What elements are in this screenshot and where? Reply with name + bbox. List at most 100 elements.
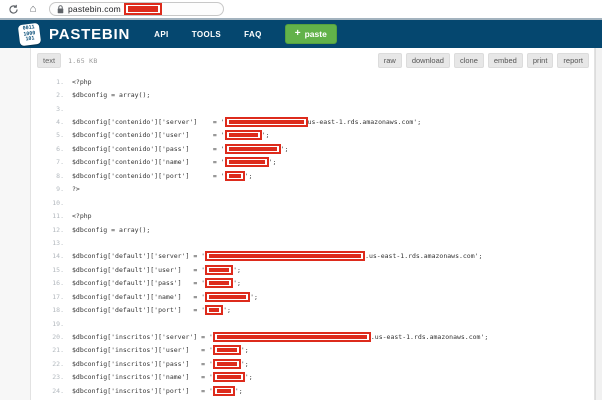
code-fragment: $dbconfig = array(); (72, 91, 151, 100)
code-fragment: '; (280, 144, 289, 153)
redaction-box (205, 291, 251, 302)
code-fragment: $dbconfig['inscritos']['server'] = ' (72, 333, 213, 342)
code-line: 24. $dbconfig['inscritos']['port'] = ' '; (31, 384, 594, 397)
redaction-box (224, 157, 269, 168)
code-line: 18. $dbconfig['default']['port'] = ' '; (31, 303, 594, 316)
code-line: 6. $dbconfig['contenido']['pass'] = ' '; (31, 142, 594, 155)
redaction-box (224, 130, 262, 141)
nav-item-api[interactable]: API (154, 29, 169, 39)
line-number: 4. (56, 118, 64, 127)
redaction-box (205, 305, 224, 316)
line-number: 20. (52, 333, 64, 342)
redaction-box (205, 251, 366, 262)
code-text: $dbconfig['contenido']['port'] = ' '; (72, 170, 253, 181)
code-line: 20. $dbconfig['inscritos']['server'] = '.… (31, 330, 594, 343)
redaction-box (212, 385, 235, 396)
line-number: 23. (52, 373, 64, 382)
code-fragment: '; (240, 346, 249, 355)
pastebin-logo-icon[interactable]: 0011 1000 101 (17, 22, 42, 46)
nav-item-faq[interactable]: FAQ (244, 29, 262, 39)
code-fragment: $dbconfig['inscritos']['pass'] = ' (72, 359, 213, 368)
logo-row: 101 (25, 35, 35, 43)
line-number: 21. (52, 346, 64, 355)
raw-button[interactable]: raw (377, 53, 402, 68)
paste-button-label: paste (304, 29, 327, 39)
redaction-box (212, 358, 241, 369)
scrollbar[interactable] (595, 48, 602, 400)
redaction-box (224, 117, 308, 128)
nav-item-tools[interactable]: TOOLS (191, 29, 222, 39)
code-fragment: '; (244, 373, 253, 382)
code-line: 21. $dbconfig['inscritos']['user'] = ' '; (31, 344, 594, 357)
code-text: $dbconfig['contenido']['name'] = ' '; (72, 157, 276, 168)
browser-address-bar: ⌂ pastebin.com (0, 0, 602, 18)
clone-button[interactable]: clone (453, 53, 484, 68)
new-paste-button[interactable]: + paste (284, 24, 337, 44)
code-text: $dbconfig['default']['pass'] = ' '; (72, 278, 241, 289)
code-fragment: '; (250, 292, 258, 301)
code-line: 22. $dbconfig['inscritos']['pass'] = ' '; (31, 357, 594, 370)
code-fragment: '; (240, 359, 249, 368)
line-number: 24. (52, 386, 64, 395)
reload-icon[interactable] (7, 3, 19, 15)
code-fragment: $dbconfig['inscritos']['port'] = ' (72, 386, 213, 395)
code-fragment: '; (261, 131, 270, 140)
line-number: 7. (56, 158, 64, 167)
redaction-box (224, 170, 245, 181)
code-fragment: '; (244, 171, 253, 180)
report-button[interactable]: report (557, 53, 589, 68)
code-fragment: $dbconfig['default']['user'] = ' (72, 265, 206, 274)
code-fragment: '; (233, 279, 241, 288)
paste-panel: text 1.65 KB raw download clone embed pr… (30, 48, 595, 400)
code-line: 19. (31, 317, 594, 330)
code-text: ?> (72, 185, 80, 193)
line-number: 15. (52, 265, 64, 274)
code-line: 23. $dbconfig['inscritos']['name'] = ' '; (31, 371, 594, 384)
brand-title[interactable]: PASTEBIN (49, 25, 131, 43)
print-button[interactable]: print (526, 53, 554, 68)
code-text: $dbconfig['inscritos']['port'] = ' '; (72, 385, 243, 396)
code-fragment: $dbconfig['contenido']['user'] = ' (72, 131, 225, 140)
code-fragment: $dbconfig['default']['server'] = ' (72, 252, 206, 261)
code-fragment: $dbconfig['default']['name'] = ' (72, 292, 206, 301)
code-line: 9. ?> (31, 183, 594, 196)
home-icon[interactable]: ⌂ (29, 2, 37, 15)
line-number: 5. (56, 131, 64, 140)
code-line: 2. $dbconfig = array(); (31, 88, 594, 101)
code-fragment: $dbconfig['inscritos']['name'] = ' (72, 373, 213, 382)
line-number: 18. (52, 306, 64, 315)
line-number: 12. (52, 225, 64, 234)
line-number: 1. (56, 77, 64, 86)
code-fragment: .us-east-1.rds.amazonaws.com'; (365, 252, 483, 261)
code-fragment: $dbconfig['contenido']['port'] = ' (72, 171, 225, 180)
code-line: 1. <?php (31, 75, 594, 88)
code-fragment: '; (223, 306, 231, 315)
code-text: $dbconfig['inscritos']['user'] = ' '; (72, 345, 249, 356)
plus-icon: + (294, 28, 301, 39)
url-field[interactable]: pastebin.com (49, 2, 224, 16)
line-number: 3. (56, 104, 64, 113)
line-number: 22. (52, 359, 64, 368)
code-fragment: ?> (72, 185, 80, 194)
code-line: 16. $dbconfig['default']['pass'] = ' '; (31, 277, 594, 290)
line-number: 2. (56, 91, 64, 100)
code-line: 4. $dbconfig['contenido']['server'] = ' us… (31, 115, 594, 128)
code-line: 5. $dbconfig['contenido']['user'] = ' '; (31, 129, 594, 142)
line-number: 8. (56, 171, 64, 180)
code-text: $dbconfig['inscritos']['pass'] = ' '; (72, 358, 249, 369)
line-number: 19. (52, 319, 64, 328)
code-line: 8. $dbconfig['contenido']['port'] = ' '; (31, 169, 594, 182)
code-text: $dbconfig['default']['user'] = ' '; (72, 264, 241, 275)
format-badge[interactable]: text (37, 53, 62, 68)
main-nav: API TOOLS FAQ + paste (154, 24, 337, 44)
paste-toolbar: text 1.65 KB raw download clone embed pr… (31, 48, 594, 70)
code-fragment: .us-east-1.rds.amazonaws.com'; (370, 333, 489, 342)
embed-button[interactable]: embed (487, 53, 523, 68)
redaction-box (212, 332, 371, 343)
code-text: $dbconfig['contenido']['user'] = ' '; (72, 130, 270, 141)
code-fragment: $dbconfig['default']['port'] = ' (72, 306, 206, 315)
code-line: 11. <?php (31, 209, 594, 222)
paste-size-label: 1.65 KB (68, 56, 98, 65)
download-button[interactable]: download (405, 53, 450, 68)
code-fragment: <?php (72, 77, 92, 86)
